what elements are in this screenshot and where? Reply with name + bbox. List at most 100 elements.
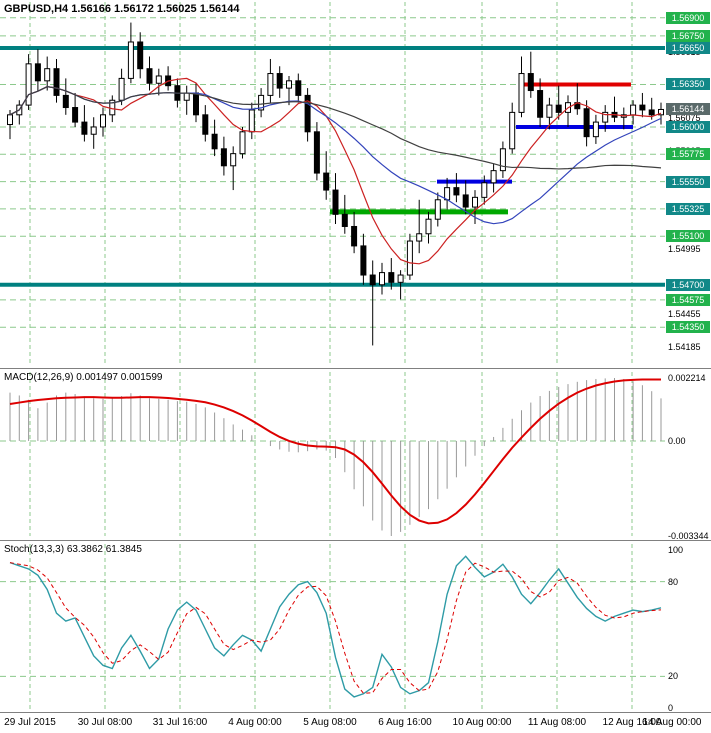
candle-body <box>444 187 451 201</box>
time-axis-label: 4 Aug 00:00 <box>228 717 282 728</box>
candle-body <box>248 109 255 133</box>
candle-body <box>509 111 516 150</box>
time-axis-label: 10 Aug 00:00 <box>452 717 512 728</box>
level-lines <box>0 46 665 287</box>
candle-body <box>630 104 637 116</box>
candle-body <box>351 225 358 247</box>
time-axis-label: 6 Aug 16:00 <box>378 717 432 728</box>
candle-body <box>527 73 534 92</box>
chart-title: GBPUSD,H4 1.56166 1.56172 1.56025 1.5614… <box>4 3 240 15</box>
candle-body <box>453 187 460 196</box>
candle-body <box>127 41 134 79</box>
candle-body <box>155 75 162 84</box>
price-level-badge: 1.56750 <box>666 29 710 42</box>
candle-body <box>360 245 367 276</box>
candle-body <box>230 153 237 167</box>
candle-body <box>323 172 330 191</box>
candle-body <box>146 68 153 84</box>
macd-panel <box>9 378 662 536</box>
candle-body <box>499 148 506 172</box>
candle-body <box>313 131 320 174</box>
candle-body <box>472 196 478 208</box>
price-axis-tick: 1.56075 <box>668 112 701 123</box>
time-axis-label: 5 Aug 08:00 <box>303 717 357 728</box>
time-axis-label: 12 Aug 16:00 <box>602 717 662 728</box>
price-level-badge: 1.56144 <box>666 103 710 116</box>
candle-body <box>518 73 525 113</box>
price-level-badge: 1.56900 <box>666 11 710 24</box>
macd-axis-tick: 0.00 <box>668 435 686 446</box>
candle-body <box>602 111 609 123</box>
candle-body <box>416 233 423 242</box>
candle-body <box>25 63 32 106</box>
candle-body <box>397 274 404 283</box>
stoch-panel <box>9 555 662 698</box>
candle-body <box>332 189 339 215</box>
price-level-badge: 1.55775 <box>666 148 710 161</box>
candle-body <box>481 182 488 198</box>
time-axis-label: 14 Aug 00:00 <box>642 717 702 728</box>
stoch-axis-tick: 0 <box>668 703 674 713</box>
macd-signal-line <box>9 378 661 525</box>
macd-axis-tick: 0.002214 <box>668 373 706 383</box>
candle-body <box>379 272 385 286</box>
price-axis-tick: 1.54455 <box>668 309 701 320</box>
price-level-badge: 1.56000 <box>666 120 710 133</box>
candle-body <box>183 92 190 101</box>
candle-body <box>583 108 590 138</box>
candlesticks <box>7 22 664 346</box>
candle-body <box>72 107 79 123</box>
candle-body <box>44 68 51 82</box>
candle-body <box>239 131 246 155</box>
candle-body <box>34 63 41 82</box>
candle-body <box>202 114 209 135</box>
stoch-main-line <box>9 555 662 698</box>
candle-body <box>211 133 218 150</box>
candle-body <box>537 90 544 118</box>
candle-body <box>546 104 553 118</box>
macd-indicator-label: MACD(12,26,9) 0.001497 0.001599 <box>4 372 163 383</box>
candle-body <box>100 114 106 128</box>
candle-body <box>276 73 283 89</box>
macd-axis-tick: -0.003344 <box>668 531 709 541</box>
candle-body <box>648 109 655 116</box>
price-axis-tick: 1.54995 <box>668 243 701 254</box>
candle-body <box>81 121 88 135</box>
candle-body <box>53 68 60 96</box>
price-axis-tick: 1.54185 <box>668 342 701 353</box>
candle-body <box>62 94 69 109</box>
time-axis-label: 11 Aug 08:00 <box>527 717 587 728</box>
candle-body <box>193 92 199 116</box>
stoch-axis-tick: 80 <box>668 576 679 587</box>
candle-body <box>434 199 441 220</box>
price-level-badge: 1.54350 <box>666 321 710 334</box>
candle-body <box>462 194 469 208</box>
moving-average-line <box>9 77 662 265</box>
candle-body <box>555 104 562 113</box>
candle-body <box>592 121 599 138</box>
candle-body <box>7 114 13 126</box>
candle-body <box>295 80 302 96</box>
candle-body <box>258 94 265 111</box>
candle-body <box>425 218 432 235</box>
candle-body <box>490 170 497 184</box>
price-level-badge: 1.56350 <box>666 78 710 91</box>
candle-body <box>304 94 311 133</box>
stoch-axis-tick: 20 <box>668 671 679 682</box>
price-level-badge: 1.54575 <box>666 293 710 306</box>
candle-body <box>388 272 395 283</box>
moving-average-line <box>9 86 662 170</box>
candle-body <box>90 126 97 135</box>
candle-body <box>658 108 664 116</box>
candle-body <box>369 274 376 286</box>
time-axis-label: 31 Jul 16:00 <box>152 717 208 728</box>
price-level-badge: 1.55550 <box>666 175 710 188</box>
candle-body <box>220 148 227 167</box>
price-level-badge: 1.55325 <box>666 202 710 215</box>
candle-body <box>639 104 646 111</box>
candle-body <box>341 213 348 227</box>
price-level-badge: 1.55100 <box>666 230 710 243</box>
time-axis-label: 30 Jul 08:00 <box>77 717 133 728</box>
